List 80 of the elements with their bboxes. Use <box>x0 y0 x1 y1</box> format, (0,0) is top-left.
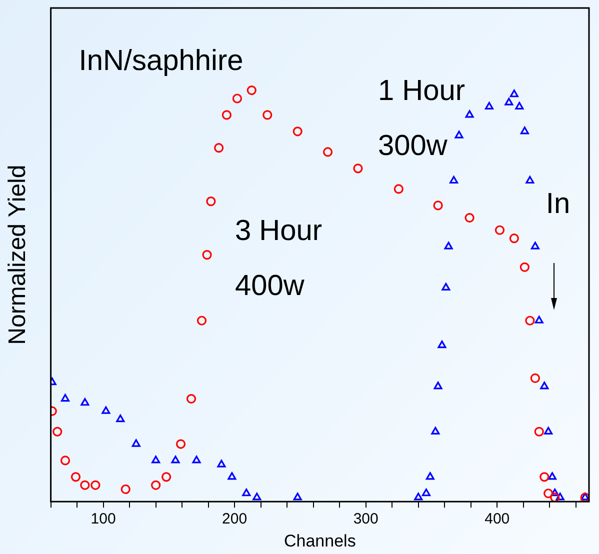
x-tick-label: 100 <box>90 510 116 528</box>
point <box>262 110 272 120</box>
point <box>438 340 446 348</box>
point <box>52 426 62 436</box>
point <box>540 382 549 390</box>
series-label: 3 Hour 400w <box>235 215 322 302</box>
point <box>206 196 216 206</box>
point <box>102 406 110 414</box>
point <box>434 382 442 390</box>
point <box>196 316 207 326</box>
point <box>90 480 100 490</box>
y-axis-title: Normalized Yield <box>4 164 32 345</box>
point <box>520 126 529 134</box>
point <box>162 472 172 482</box>
point <box>132 439 140 447</box>
point <box>548 472 557 480</box>
point <box>293 492 302 500</box>
point <box>80 480 90 490</box>
point <box>450 176 458 184</box>
point <box>228 472 236 480</box>
point <box>540 472 550 482</box>
x-tick-label: 200 <box>222 510 248 528</box>
point <box>433 200 443 210</box>
point <box>515 102 524 110</box>
point <box>444 242 453 250</box>
point <box>152 456 160 464</box>
point <box>510 90 518 98</box>
point <box>422 488 430 496</box>
point <box>465 110 474 118</box>
point <box>544 426 553 434</box>
point <box>442 282 450 291</box>
point <box>171 456 180 464</box>
x-axis-title: Channels <box>284 531 356 550</box>
point <box>60 456 70 466</box>
point <box>550 492 560 502</box>
point <box>217 460 226 468</box>
point <box>534 426 544 436</box>
annotation: In <box>546 188 570 220</box>
point <box>530 242 540 250</box>
point <box>176 439 186 449</box>
point <box>525 316 535 326</box>
text: InN/saphhire <box>78 45 244 77</box>
point <box>80 398 90 406</box>
point <box>120 484 130 494</box>
point <box>509 234 519 244</box>
point <box>116 414 125 422</box>
point <box>394 184 404 194</box>
x-tick-label: 300 <box>353 510 378 528</box>
point <box>556 492 564 500</box>
point <box>550 488 560 496</box>
point <box>431 426 440 434</box>
point <box>504 98 514 106</box>
point <box>214 143 224 153</box>
point <box>232 94 242 104</box>
point <box>464 212 474 223</box>
point <box>426 472 434 480</box>
point <box>60 394 70 402</box>
point <box>292 126 302 136</box>
point <box>353 164 363 174</box>
point <box>494 225 505 235</box>
point <box>186 394 196 404</box>
point <box>534 316 544 324</box>
x-tick-label: 400 <box>484 510 510 528</box>
point <box>484 102 494 110</box>
point <box>242 488 251 496</box>
point <box>544 488 554 498</box>
point <box>202 250 212 260</box>
point <box>520 262 530 272</box>
point <box>151 480 161 490</box>
point <box>454 130 464 138</box>
point <box>70 472 81 482</box>
point <box>530 373 540 383</box>
point <box>222 110 232 120</box>
point <box>246 85 256 96</box>
point <box>526 176 534 184</box>
series-label: 1 Hour 300w <box>378 75 466 162</box>
point <box>322 147 333 157</box>
point <box>192 456 201 464</box>
point <box>414 492 423 500</box>
point <box>252 492 262 500</box>
